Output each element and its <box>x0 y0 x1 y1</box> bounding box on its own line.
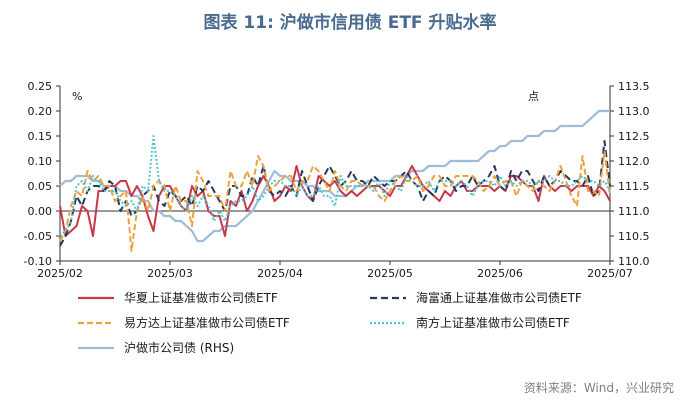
left-tick-label: 0.00 <box>28 205 53 218</box>
right-tick-label: 110.0 <box>618 255 650 268</box>
right-tick-label: 111.0 <box>618 205 650 218</box>
left-tick-label: -0.05 <box>24 230 52 243</box>
series-layer <box>59 109 611 252</box>
series-line-1 <box>59 165 611 237</box>
left-unit-label: % <box>72 90 82 103</box>
series-line-3 <box>59 150 611 252</box>
left-tick-label: 0.10 <box>28 155 53 168</box>
axes: -0.10 -0.05 0.00 0.05 0.10 0.15 0.20 0.25 110.0 1… <box>24 80 650 280</box>
left-tick-label: 0.05 <box>28 180 53 193</box>
x-tick-label: 2025/02 <box>37 267 83 280</box>
source-note: 资料来源：Wind，兴业研究 <box>523 381 674 395</box>
right-tick-label: 111.5 <box>618 180 650 193</box>
right-tick-label: 113.5 <box>618 80 650 93</box>
series-line-5 <box>59 109 610 243</box>
legend-label-2: 海富通上证基准做市公司债ETF <box>416 290 582 305</box>
right-tick-label: 112.0 <box>618 155 650 168</box>
x-tick-label: 2025/06 <box>477 267 523 280</box>
right-unit-label: 点 <box>528 90 539 103</box>
left-tick-label: 0.15 <box>28 130 53 143</box>
x-tick-label: 2025/05 <box>367 267 413 280</box>
left-tick-label: -0.10 <box>24 255 52 268</box>
chart-title: 图表 11: 沪做市信用债 ETF 升贴水率 <box>203 13 497 33</box>
x-tick-label: 2025/07 <box>587 267 633 280</box>
legend: 华夏上证基准做市公司债ETF 海富通上证基准做市公司债ETF 易方达上证基准做市公司… <box>78 290 582 355</box>
legend-label-3: 易方达上证基准做市公司债ETF <box>124 315 290 330</box>
legend-label-4: 南方上证基准做市公司债ETF <box>416 315 570 330</box>
right-tick-label: 112.5 <box>618 130 650 143</box>
right-tick-label: 110.5 <box>618 230 650 243</box>
x-tick-label: 2025/03 <box>147 267 193 280</box>
x-tick-label: 2025/04 <box>257 267 303 280</box>
series-line-2 <box>59 140 611 247</box>
left-tick-label: 0.25 <box>28 80 53 93</box>
left-tick-label: 0.20 <box>28 105 53 118</box>
right-tick-label: 113.0 <box>618 105 650 118</box>
legend-label-1: 华夏上证基准做市公司债ETF <box>124 290 278 305</box>
legend-label-5: 沪做市公司债 (RHS) <box>124 340 234 355</box>
